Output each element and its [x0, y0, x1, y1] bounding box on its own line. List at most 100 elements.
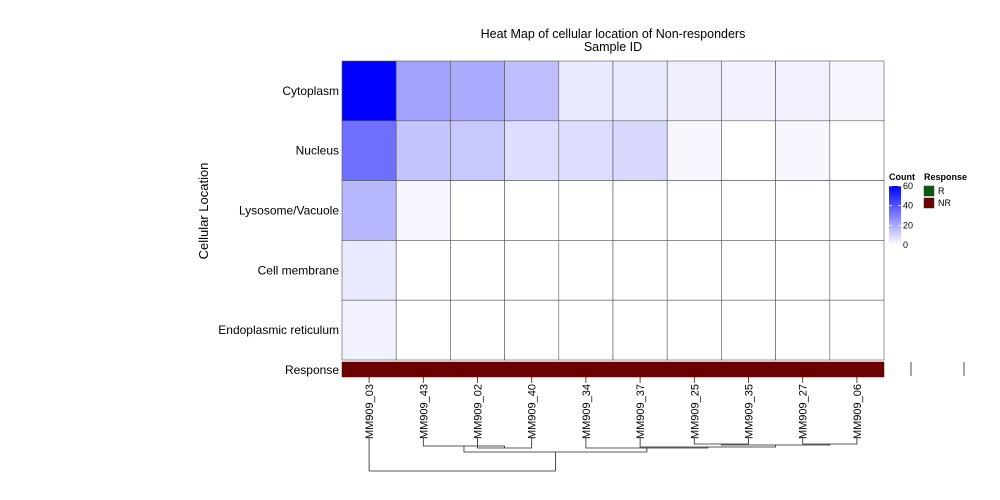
heatmap-cell — [612, 60, 668, 122]
heatmap-cell — [341, 60, 397, 122]
heatmap-cell — [558, 240, 614, 301]
heatmap-cell — [504, 240, 560, 301]
heatmap-cell — [775, 240, 831, 301]
column-label: MM909_35 — [744, 384, 756, 439]
heatmap-cell — [558, 60, 614, 122]
column-label: MM909_40 — [527, 384, 539, 439]
column-label: MM909_02 — [473, 384, 485, 439]
heatmap-cell — [666, 240, 722, 301]
dendrogram-branch — [368, 438, 556, 472]
heatmap-cell — [829, 299, 885, 361]
heatmap-cell — [721, 240, 776, 301]
column-label: MM909_06 — [852, 384, 864, 439]
count-legend: Count 60 40 20 0 — [889, 172, 915, 250]
column-dendrogram — [368, 438, 858, 472]
response-cell — [450, 361, 505, 378]
response-cell — [558, 361, 614, 378]
heatmap-cell — [395, 120, 451, 181]
heatmap-cell — [829, 180, 885, 241]
column-labels: MM909_03 MM909_43 MM909_02 MM909_40 MM909_34… — [364, 377, 864, 439]
heatmap-cell — [450, 240, 505, 301]
row-label: Lysosome/Vacuole — [239, 204, 339, 218]
heatmap-cell — [721, 120, 776, 181]
heatmap-cell — [395, 180, 451, 241]
heatmap-cell — [775, 120, 831, 181]
response-legend-swatch — [923, 185, 935, 197]
heatmap-cell — [395, 240, 451, 301]
heatmap-cell — [504, 299, 560, 361]
count-legend-label: 40 — [903, 201, 913, 211]
response-row-label: Response — [285, 363, 339, 377]
heatmap-cell — [612, 120, 668, 181]
heatmap-cell — [341, 299, 397, 361]
chart-subtitle: Sample ID — [584, 40, 642, 54]
heatmap-cell — [775, 60, 831, 122]
response-cell — [829, 361, 885, 378]
heatmap-cell — [558, 180, 614, 241]
response-cell — [721, 361, 776, 378]
heatmap-cell — [666, 120, 722, 181]
count-legend-label: 0 — [903, 240, 908, 250]
heatmap-cell — [666, 299, 722, 361]
heatmap-cell — [450, 180, 505, 241]
heatmap-cell — [504, 120, 560, 181]
heatmap-cell — [721, 180, 776, 241]
heatmap-cell — [450, 60, 505, 122]
heatmap-cell — [666, 60, 722, 122]
column-label: MM909_43 — [418, 384, 430, 439]
heatmap-cell — [829, 240, 885, 301]
response-cell — [775, 361, 831, 378]
heatmap-cell — [450, 299, 505, 361]
response-legend: Response R NR — [923, 172, 967, 209]
heatmap-cell — [504, 60, 560, 122]
heatmap-cell — [395, 299, 451, 361]
column-label: MM909_27 — [798, 384, 810, 439]
heatmap-cell — [558, 299, 614, 361]
heatmap-cell — [829, 60, 885, 122]
response-legend-label: NR — [938, 198, 951, 208]
row-label: Cell membrane — [258, 263, 340, 277]
column-label: MM909_34 — [581, 384, 593, 439]
response-cell — [395, 361, 451, 378]
column-label: MM909_03 — [364, 384, 376, 439]
row-labels: Cytoplasm Nucleus Lysosome/Vacuole Cell mem… — [218, 84, 339, 337]
response-cell — [341, 361, 397, 378]
row-label: Endoplasmic reticulum — [218, 323, 339, 337]
dendrogram-branch — [463, 446, 648, 453]
count-legend-label: 20 — [903, 220, 913, 230]
row-label: Cytoplasm — [282, 84, 339, 98]
response-legend-title: Response — [924, 172, 967, 182]
response-cell — [666, 361, 722, 378]
heatmap-cells — [341, 60, 885, 361]
heatmap-cell — [775, 180, 831, 241]
response-cell — [504, 361, 560, 378]
response-legend-swatch — [923, 197, 935, 209]
response-annotation — [341, 361, 885, 378]
row-label: Nucleus — [296, 144, 339, 158]
heatmap-cell — [721, 60, 776, 122]
heatmap-cell — [450, 120, 505, 181]
count-legend-label: 60 — [903, 181, 913, 191]
heatmap-cell — [612, 299, 668, 361]
count-legend-title: Count — [889, 172, 915, 182]
heatmap-cell — [612, 180, 668, 241]
count-legend-gradient — [889, 186, 901, 245]
heatmap-cell — [775, 299, 831, 361]
column-label: MM909_37 — [635, 384, 647, 439]
heatmap-cell — [666, 180, 722, 241]
response-cell — [612, 361, 668, 378]
heatmap-cell — [341, 180, 397, 241]
heatmap-cell — [504, 180, 560, 241]
response-legend-label: R — [938, 186, 945, 196]
y-axis-label: Cellular Location — [196, 163, 211, 260]
dendrogram-branch — [802, 438, 858, 445]
column-label: MM909_25 — [689, 384, 701, 439]
heatmap-cell — [341, 120, 397, 181]
heatmap-cell — [829, 120, 885, 181]
heatmap-cell — [395, 60, 451, 122]
dendrogram-branch — [693, 438, 749, 445]
heatmap-cell — [341, 240, 397, 301]
heatmap-cell — [558, 120, 614, 181]
heatmap-cell — [612, 240, 668, 301]
